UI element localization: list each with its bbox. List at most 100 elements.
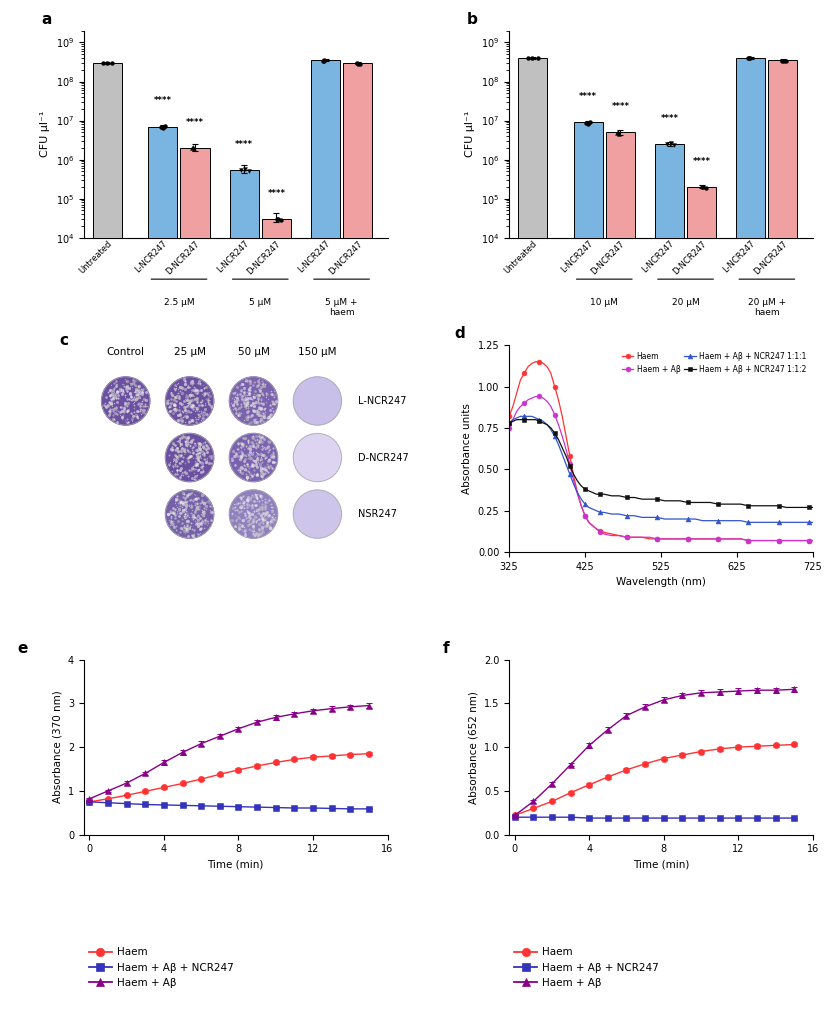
Haem + Aβ + NCR247 1:1:1 <box>652 511 662 523</box>
Haem + Aβ + NCR247 <box>696 812 706 824</box>
Haem + Aβ + NCR247 1:1:1 <box>542 419 552 431</box>
Text: a: a <box>41 11 52 27</box>
Haem + Aβ + NCR247 1:1:1 <box>743 516 753 528</box>
Haem <box>566 786 576 799</box>
Haem <box>327 750 337 762</box>
Haem + Aβ <box>215 730 225 742</box>
Haem <box>271 757 281 769</box>
X-axis label: Time (min): Time (min) <box>633 860 689 870</box>
Y-axis label: Absorbance (652 nm): Absorbance (652 nm) <box>468 690 478 804</box>
Haem <box>637 531 647 544</box>
Bar <box>574 122 603 1024</box>
Haem + Aβ <box>789 683 799 695</box>
Text: b: b <box>467 11 478 27</box>
Haem + Aβ + NCR247 <box>733 812 743 824</box>
Haem + Aβ + NCR247 1:1:2 <box>504 417 514 429</box>
Haem <box>510 809 520 821</box>
Text: 2.5 μM: 2.5 μM <box>163 298 194 307</box>
Circle shape <box>293 377 342 425</box>
Haem + Aβ <box>252 716 262 728</box>
Haem <box>547 796 557 808</box>
Text: f: f <box>442 641 449 656</box>
Haem + Aβ + NCR247 <box>603 812 613 824</box>
Haem + Aβ + NCR247 <box>215 800 225 812</box>
Text: ****: **** <box>186 118 204 127</box>
Text: ****: **** <box>612 102 629 111</box>
Haem <box>691 532 701 545</box>
Text: 50 μM: 50 μM <box>237 347 270 357</box>
Text: ****: **** <box>235 139 253 148</box>
Haem + Aβ + NCR247 <box>85 796 95 808</box>
Haem <box>771 739 781 752</box>
Haem + Aβ <box>289 708 299 720</box>
Circle shape <box>293 433 342 481</box>
Bar <box>343 62 372 1024</box>
Haem + Aβ <box>652 532 662 545</box>
Text: d: d <box>454 326 465 341</box>
Haem + Aβ + NCR247 <box>140 799 150 811</box>
Legend: Haem, Haem + Aβ + NCR247, Haem + Aβ: Haem, Haem + Aβ + NCR247, Haem + Aβ <box>89 947 234 988</box>
Haem <box>743 535 753 547</box>
Haem + Aβ <box>234 723 244 735</box>
Circle shape <box>293 490 342 539</box>
Haem + Aβ <box>345 700 355 713</box>
Haem + Aβ <box>178 746 188 759</box>
Haem + Aβ + NCR247 <box>178 799 188 811</box>
Haem + Aβ + NCR247 1:1:2 <box>542 419 552 431</box>
Y-axis label: Absorbance (370 nm): Absorbance (370 nm) <box>52 691 62 804</box>
Bar <box>93 62 122 1024</box>
Haem <box>140 785 150 798</box>
Haem + Aβ <box>85 793 95 805</box>
Haem <box>103 793 113 805</box>
Line: Haem + Aβ + NCR247: Haem + Aβ + NCR247 <box>511 814 797 821</box>
Bar <box>230 170 259 1024</box>
Haem + Aβ + NCR247 1:1:1 <box>808 516 818 528</box>
Haem + Aβ + NCR247 1:1:1 <box>637 511 647 523</box>
Haem + Aβ + NCR247 <box>252 801 262 813</box>
Haem + Aβ + NCR247 <box>159 799 169 811</box>
Circle shape <box>230 377 277 425</box>
Haem + Aβ + NCR247 <box>364 803 374 815</box>
Bar <box>148 127 178 1024</box>
Haem + Aβ + NCR247 <box>234 801 244 813</box>
Haem + Aβ + NCR247 <box>345 803 355 815</box>
Text: 150 μM: 150 μM <box>298 347 337 357</box>
Bar <box>768 60 798 1024</box>
Text: 5 μM +
haem: 5 μM + haem <box>325 298 358 317</box>
Haem + Aβ + NCR247 <box>271 802 281 814</box>
Haem <box>122 790 132 802</box>
Haem + Aβ + NCR247 <box>308 802 318 814</box>
Legend: Haem, Haem + Aβ + NCR247, Haem + Aβ: Haem, Haem + Aβ + NCR247, Haem + Aβ <box>515 947 660 988</box>
Y-axis label: CFU μl⁻¹: CFU μl⁻¹ <box>40 111 50 158</box>
Haem <box>660 532 670 545</box>
Haem + Aβ <box>808 535 818 547</box>
Haem + Aβ <box>566 759 576 771</box>
Haem + Aβ + NCR247 <box>622 812 632 824</box>
Y-axis label: CFU μl⁻¹: CFU μl⁻¹ <box>465 111 475 158</box>
Haem <box>215 768 225 780</box>
Haem <box>308 751 318 763</box>
Haem + Aβ + NCR247 1:1:2 <box>660 495 670 507</box>
Haem + Aβ <box>660 532 670 545</box>
Text: 20 μM +
haem: 20 μM + haem <box>747 298 786 317</box>
Haem + Aβ <box>637 531 647 544</box>
Bar <box>261 219 291 1024</box>
Haem + Aβ + NCR247 <box>327 802 337 814</box>
Haem + Aβ <box>584 516 594 528</box>
Haem <box>364 748 374 760</box>
Haem + Aβ + NCR247 1:1:1 <box>660 513 670 525</box>
Haem + Aβ <box>542 395 552 408</box>
Haem + Aβ + NCR247 <box>122 798 132 810</box>
Haem + Aβ <box>677 689 687 701</box>
X-axis label: Wavelength (nm): Wavelength (nm) <box>616 578 706 588</box>
Haem + Aβ + NCR247 1:1:1 <box>504 417 514 429</box>
Haem + Aβ + NCR247 1:1:1 <box>691 513 701 525</box>
Haem <box>733 741 743 754</box>
Haem + Aβ <box>140 767 150 779</box>
Haem + Aβ <box>504 422 514 434</box>
Haem + Aβ <box>122 777 132 790</box>
Haem <box>504 411 514 423</box>
Y-axis label: Absorbance units: Absorbance units <box>463 403 472 494</box>
Text: 25 μM: 25 μM <box>173 347 205 357</box>
Circle shape <box>101 377 150 425</box>
